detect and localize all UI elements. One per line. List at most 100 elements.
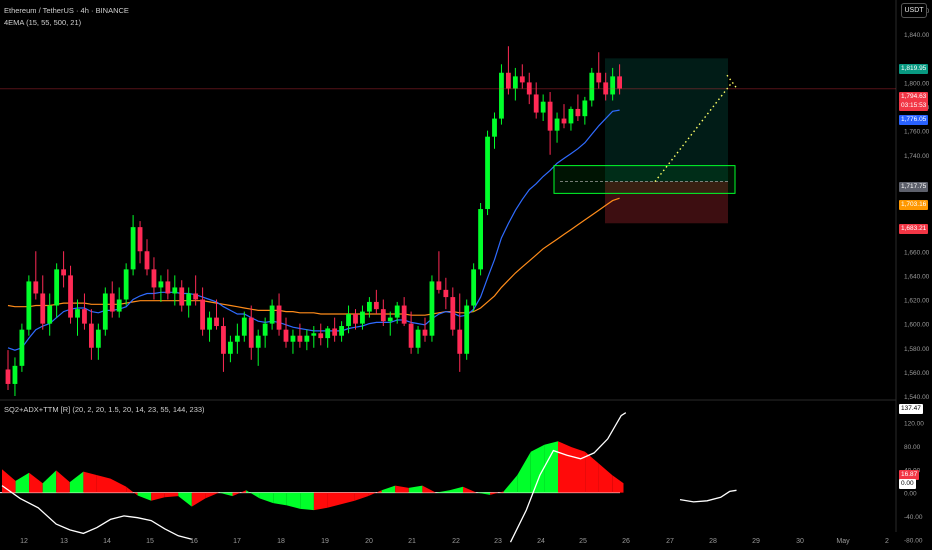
candle-body	[478, 209, 483, 270]
candle-body	[68, 275, 73, 318]
candle-body	[89, 323, 94, 348]
candle-body	[228, 341, 233, 354]
currency-button[interactable]: USDT	[901, 3, 927, 18]
time-tick-label: 27	[666, 538, 674, 545]
squeeze-bar	[300, 492, 314, 511]
squeeze-bar	[219, 492, 233, 497]
squeeze-bar	[517, 451, 531, 493]
candle-body	[506, 72, 511, 89]
adx-value-tag: 137.47	[899, 404, 923, 414]
candle-body	[158, 281, 164, 288]
oscillator-tick-label: -80.00	[904, 537, 923, 544]
squeeze-bar	[137, 492, 152, 501]
candle-body	[75, 309, 80, 318]
ema-fast-line	[7, 109, 620, 351]
candle-body	[283, 329, 289, 342]
price-tick-label: 1,620.00	[904, 298, 930, 305]
time-tick-label: 25	[579, 538, 587, 545]
candle-body	[172, 287, 178, 294]
squeeze-bar	[164, 492, 179, 498]
candle-body	[561, 118, 567, 124]
candle-body	[533, 94, 539, 113]
squeeze-bar	[558, 441, 572, 493]
candle-body	[193, 293, 199, 300]
candle-body	[547, 101, 553, 131]
price-tick-label: 1,840.00	[904, 32, 930, 39]
squeeze-bar	[530, 444, 545, 493]
squeeze-bar	[191, 492, 206, 507]
squeeze-bar	[2, 469, 16, 493]
oscillator-label: SQ2+ADX+TTM [R] (20, 2, 20, 1.5, 20, 14,…	[4, 405, 205, 414]
squeeze-bar	[368, 490, 382, 497]
squeeze-bar	[544, 441, 558, 493]
candle-body	[401, 305, 407, 324]
candle-body	[290, 335, 296, 342]
time-tick-label: 18	[277, 538, 285, 545]
price-tick-label: 1,740.00	[904, 153, 930, 160]
candle-body	[311, 333, 317, 336]
squeeze-bar	[259, 492, 274, 504]
candle-body	[325, 328, 331, 339]
candle-body	[26, 281, 32, 330]
time-tick-label: 21	[408, 538, 416, 545]
candle-body	[318, 333, 324, 339]
candle-body	[617, 76, 622, 89]
candle-body	[526, 82, 532, 95]
squeeze-bar	[96, 475, 111, 493]
candle-body	[54, 269, 60, 306]
stop-zone	[605, 181, 728, 224]
candle-body	[499, 72, 504, 119]
candle-body	[116, 299, 122, 312]
time-tick-label: 20	[365, 538, 373, 545]
time-tick-label: 13	[60, 538, 68, 545]
candle-body	[95, 329, 101, 348]
squeeze-bar	[126, 486, 138, 496]
support-box	[553, 165, 736, 194]
ema-indicator-label: 4EMA (15, 55, 500, 21)	[4, 18, 82, 27]
candle-body	[221, 326, 226, 354]
candle-body	[179, 287, 185, 306]
time-tick-label: 26	[622, 538, 630, 545]
squeeze-bar	[15, 472, 30, 493]
candles	[5, 46, 622, 396]
candle-body	[214, 317, 219, 327]
time-tick-label: 2	[885, 538, 889, 545]
candle-body	[262, 323, 268, 336]
candle-body	[394, 305, 400, 318]
candle-body	[144, 251, 150, 270]
squeeze-bar	[286, 492, 301, 509]
candle-body	[575, 108, 581, 117]
candle-body	[367, 301, 372, 312]
squeeze-bar	[422, 485, 436, 493]
time-tick-label: 22	[452, 538, 460, 545]
candle-body	[568, 108, 574, 124]
squeeze-bar	[178, 492, 192, 507]
candle-body	[353, 313, 358, 324]
adx-line	[1, 412, 737, 543]
candle-body	[471, 269, 477, 306]
candle-body	[387, 317, 393, 322]
time-tick-label: 28	[709, 538, 717, 545]
squeeze-bar	[327, 492, 341, 508]
candle-body	[436, 281, 442, 290]
squeeze-bar	[29, 472, 43, 493]
candle-body	[415, 329, 421, 348]
long-position-tool	[605, 58, 728, 224]
candle-body	[332, 328, 338, 336]
squeeze-bar	[232, 490, 247, 497]
ema-fast-tag: 1,776.05	[899, 115, 929, 125]
time-axis: 12 13 14 15 16 17 18 19 20 21 22 23 24 25 26 27 28 29 30 Ma…	[20, 538, 889, 545]
candle-body	[109, 293, 115, 312]
squeeze-bar	[381, 485, 396, 493]
projection-line	[654, 81, 733, 183]
candle-body	[443, 289, 449, 298]
candle-body	[422, 329, 428, 336]
squeeze-bar	[598, 463, 613, 493]
price-tick-label: 1,640.00	[904, 273, 930, 280]
candle-body	[464, 305, 470, 354]
time-tick-label: 23	[494, 538, 502, 545]
oscillator-tick-label: 0.00	[904, 491, 917, 498]
zero-value-tag: 0.00	[899, 479, 916, 489]
